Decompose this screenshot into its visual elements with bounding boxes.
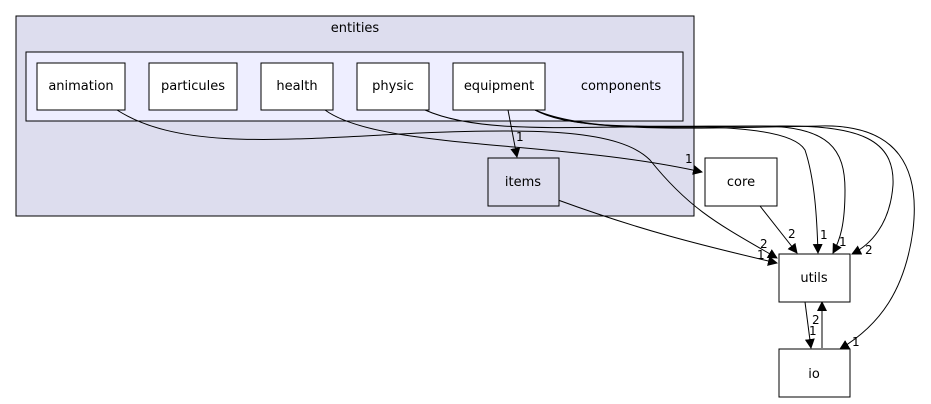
node-particules[interactable]: particules [148, 62, 238, 111]
edge-utils-io [804, 301, 815, 349]
node-utils-label: utils [800, 271, 828, 286]
node-physic[interactable]: physic [356, 62, 430, 111]
cluster-components-label: components [581, 79, 662, 94]
edge-label-equipment-items: 1 [516, 130, 524, 144]
cluster-entities-label: entities [331, 21, 380, 36]
edge-equipment-items [507, 109, 521, 158]
node-core-label: core [727, 175, 755, 190]
cluster-components[interactable]: components [25, 51, 684, 122]
edge-label-equipment-utils-b: 1 [839, 235, 847, 249]
edge-core-utils [759, 205, 798, 254]
edge-health-core [324, 109, 703, 175]
node-utils[interactable]: utils [778, 253, 851, 303]
node-core[interactable]: core [704, 157, 778, 207]
node-animation[interactable]: animation [36, 62, 126, 111]
edge-label-items-utils: 1 [757, 248, 765, 262]
node-items-label: items [505, 175, 541, 190]
node-items[interactable]: items [487, 157, 560, 207]
node-particules-label: particules [161, 79, 225, 94]
edge-label-utils-io: 1 [809, 324, 817, 338]
node-equipment[interactable]: equipment [452, 62, 546, 111]
edge-label-equipment-utils-a: 1 [820, 228, 828, 242]
edge-label-core-utils: 2 [788, 227, 796, 241]
edge-label-health-core: 1 [685, 152, 693, 166]
node-physic-label: physic [372, 79, 414, 94]
node-animation-label: animation [48, 79, 113, 94]
node-io[interactable]: io [778, 348, 851, 398]
edge-label-equipment-io: 1 [852, 335, 860, 349]
edge-label-io-utils: 2 [812, 313, 820, 327]
edge-items-utils [557, 199, 778, 266]
edge-animation-utils [116, 109, 778, 259]
node-io-label: io [808, 367, 820, 382]
edge-equipment-io [534, 109, 915, 350]
node-health[interactable]: health [260, 62, 334, 111]
edge-label-equipment-utils-c: 2 [865, 243, 873, 257]
node-health-label: health [276, 79, 317, 94]
edge-label-animation-utils: 2 [760, 237, 768, 251]
node-equipment-label: equipment [464, 79, 534, 94]
